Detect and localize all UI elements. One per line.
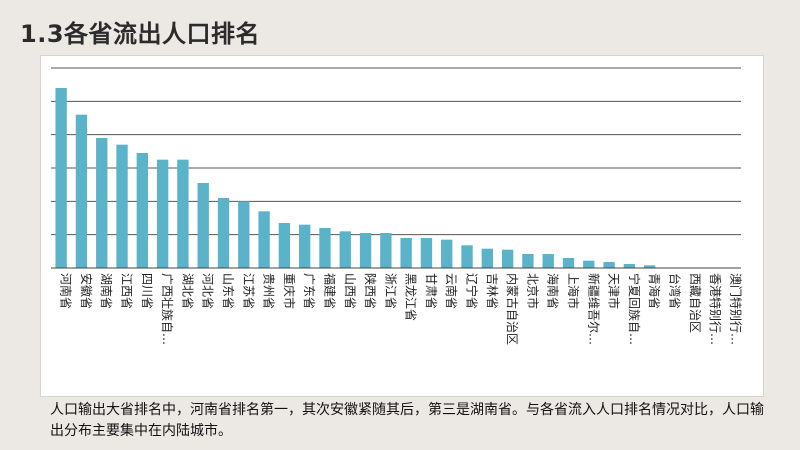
bar-8 [197, 183, 209, 268]
bar-20 [441, 239, 453, 268]
category-label-24: 北京市 [525, 273, 540, 309]
bar-3 [96, 138, 108, 268]
bar-5 [136, 153, 148, 268]
category-label-23: 内蒙古自治区 [505, 273, 520, 345]
category-label-18: 黑龙江省 [404, 273, 418, 321]
bar-2 [75, 114, 88, 268]
category-label-31: 台湾省 [667, 273, 682, 309]
category-label-22: 吉林省 [485, 273, 499, 309]
bar-6 [156, 159, 169, 268]
bar-21 [461, 245, 473, 268]
bar-7 [177, 159, 189, 268]
bar-19 [420, 238, 433, 268]
bar-18 [400, 238, 412, 268]
bar-4 [116, 144, 128, 268]
bar-24 [522, 254, 534, 268]
bar-29 [623, 264, 636, 268]
bar-chart: 河南省 安徽省 湖南省 江西省 四川省 广西壮族自… 湖北省 河北省 山东省 江苏省 贵州省 重庆市广… [51, 67, 743, 345]
category-label-29: 宁夏回族自… [627, 273, 642, 345]
bar-10 [238, 201, 250, 268]
category-label-21: 辽宁省 [465, 273, 480, 309]
category-label-17: 浙江省 [383, 273, 397, 309]
category-label-4: 江西省 [120, 273, 134, 309]
category-label-25: 海南省 [546, 273, 561, 309]
category-label-34: 澳门特别行… [728, 273, 743, 345]
category-label-14: 福建省 [322, 273, 337, 309]
bar-22 [481, 248, 493, 268]
category-label-6: 广西壮族自… [160, 273, 174, 345]
category-label-10: 江苏省 [241, 273, 255, 309]
category-label-19: 甘肃省 [424, 273, 438, 309]
bar-13 [298, 224, 311, 268]
category-label-12: 重庆市 [282, 273, 297, 309]
category-label-32: 西藏自治区 [688, 273, 702, 333]
bar-9 [217, 198, 230, 268]
category-label-3: 湖南省 [99, 273, 114, 309]
bar-14 [319, 228, 331, 268]
category-label-2: 安徽省 [79, 273, 94, 309]
bar-28 [603, 262, 615, 268]
category-label-33: 香港特别行… [708, 273, 723, 345]
category-label-1: 河南省 [59, 273, 74, 309]
category-label-30: 青海省 [647, 273, 662, 309]
category-label-13: 广东省 [302, 273, 316, 309]
category-label-15: 山西省 [343, 273, 357, 309]
bar-1 [55, 88, 67, 268]
bar-25 [542, 254, 554, 268]
category-label-11: 贵州省 [262, 273, 276, 309]
bar-16 [359, 233, 372, 268]
slide-title: 1.3各省流出人口排名 [20, 20, 261, 48]
chart-caption: 人口输出大省排名中，河南省排名第一，其次安徽紧随其后，第三是湖南省。与各省流入人… [50, 402, 764, 439]
bar-15 [339, 231, 351, 268]
category-label-16: 陕西省 [363, 273, 378, 309]
bar-26 [562, 258, 575, 268]
category-label-9: 山东省 [221, 273, 235, 309]
bar-12 [278, 223, 291, 268]
bar-11 [258, 211, 270, 268]
chart-panel: 河南省 安徽省 湖南省 江西省 四川省 广西壮族自… 湖北省 河北省 山东省 江苏省 贵州省 重庆市广… [40, 55, 764, 397]
bar-27 [583, 260, 595, 268]
category-label-26: 上海市 [566, 273, 581, 309]
category-label-7: 湖北省 [180, 273, 195, 309]
bar-30 [643, 265, 656, 268]
category-label-27: 新疆维吾尔… [586, 273, 601, 345]
bar-17 [380, 233, 392, 268]
category-label-8: 河北省 [201, 273, 215, 309]
category-label-5: 四川省 [140, 273, 154, 309]
category-label-20: 云南省 [444, 273, 459, 309]
bar-23 [501, 249, 514, 268]
category-label-28: 天津市 [607, 273, 622, 309]
